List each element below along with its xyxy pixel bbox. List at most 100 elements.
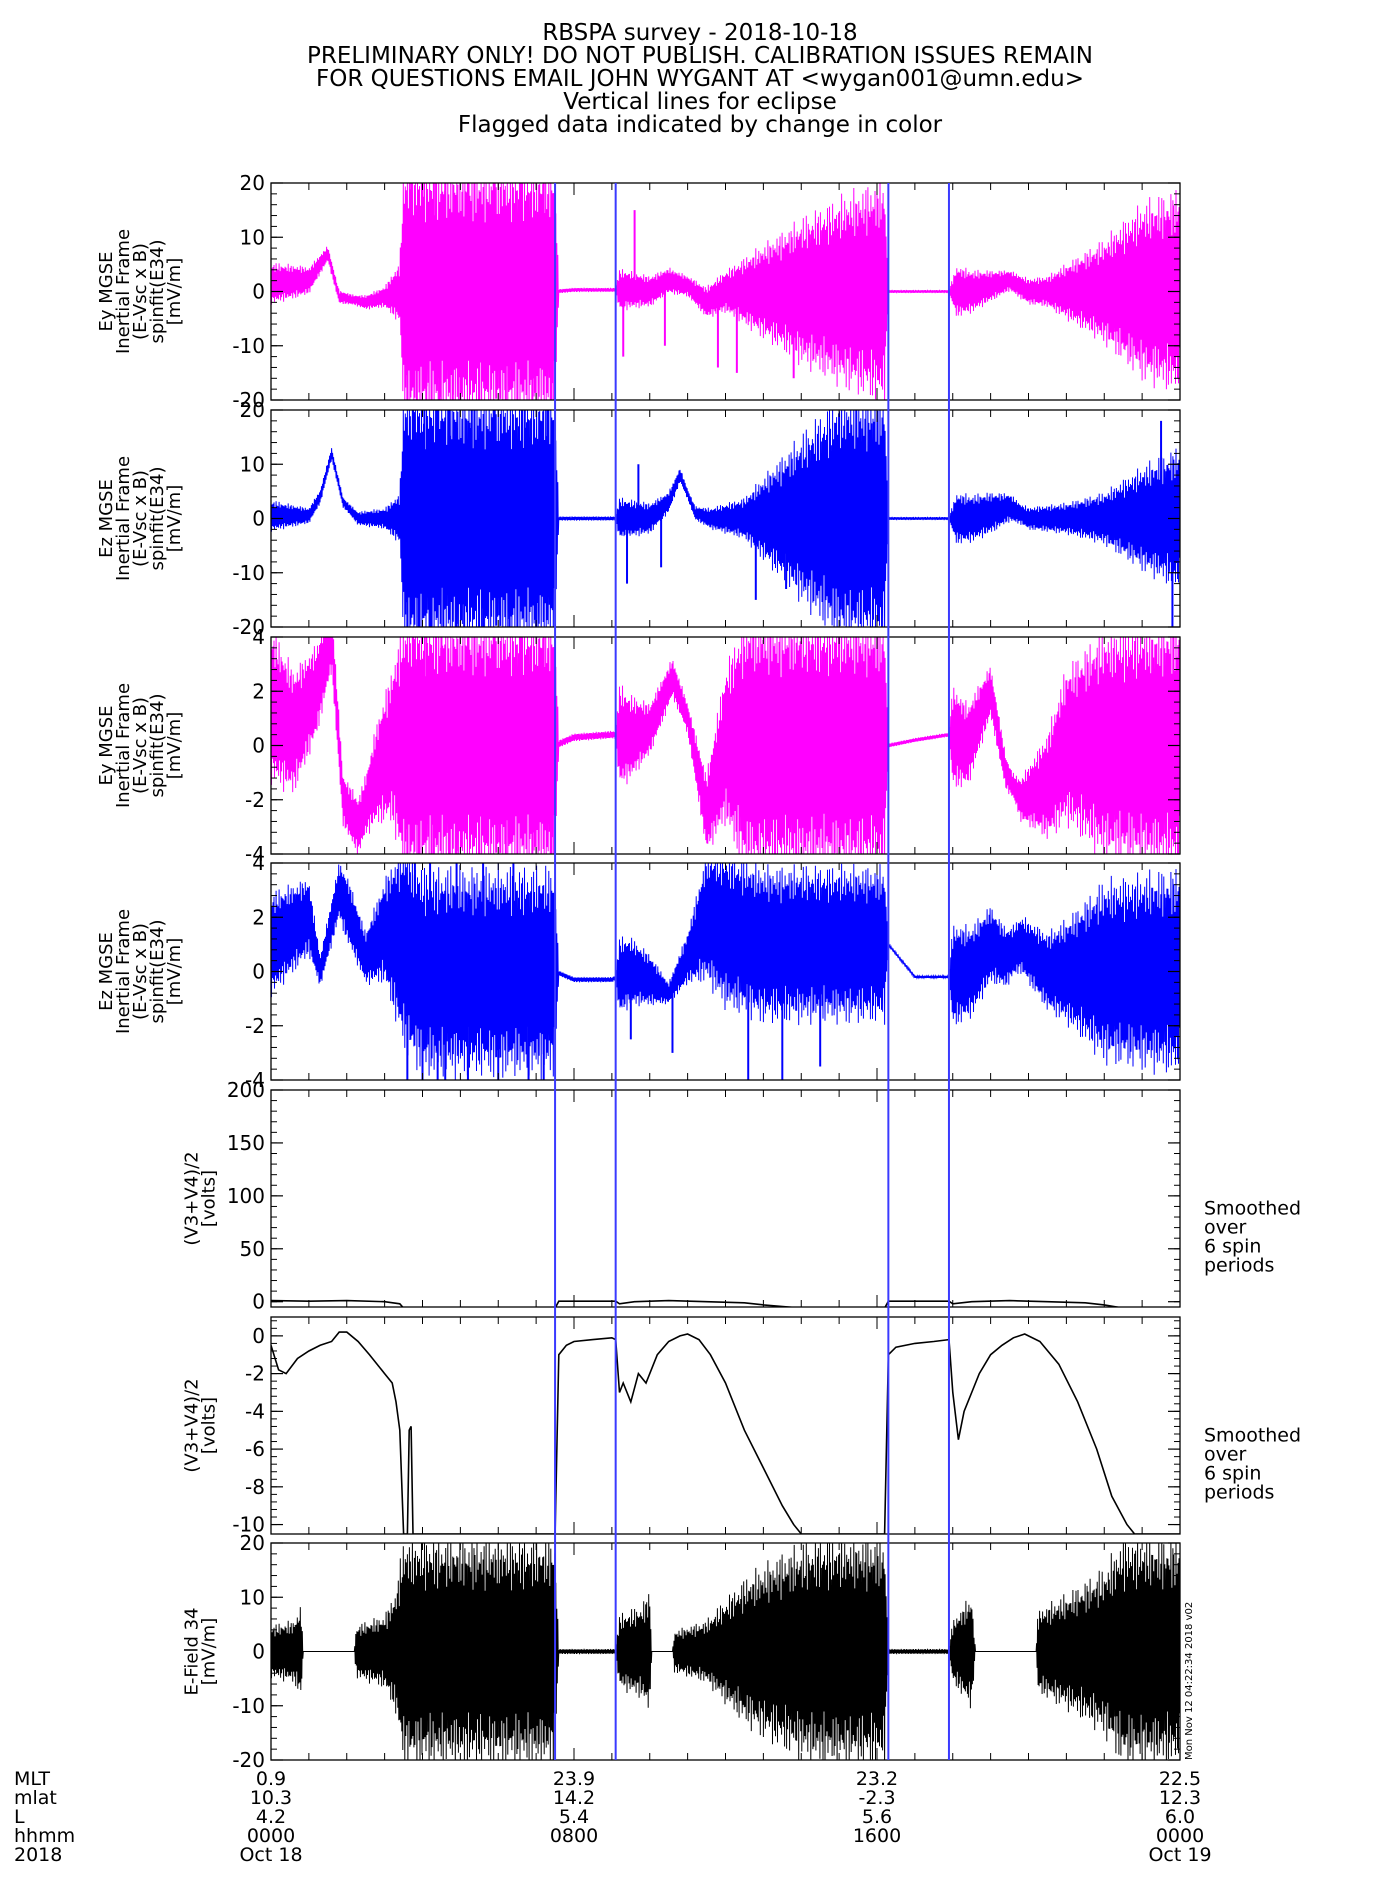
y-tick-label: 0: [252, 734, 265, 758]
title-line-2: PRELIMINARY ONLY! DO NOT PUBLISH. CALIBR…: [306, 43, 1093, 69]
series-trace: [271, 863, 1180, 1080]
y-axis-label-line: [mV/m]: [164, 258, 185, 326]
y-tick-label: 20: [240, 398, 265, 422]
y-axis-label-line: (E-Vsc x B): [130, 243, 151, 340]
y-tick-label: -6: [245, 1437, 265, 1461]
side-note-line: Smoothed: [1204, 1198, 1301, 1220]
side-note-line: Smoothed: [1204, 1425, 1301, 1447]
y-tick-label: -10: [232, 1513, 265, 1537]
y-axis-label-line: [mV/m]: [164, 485, 185, 553]
series-p5-0: [271, 1299, 1122, 1307]
y-axis-label-line: [mV/m]: [164, 712, 185, 780]
y-axis-label-line: E-Field 34: [182, 1607, 203, 1695]
y-tick-label: 0: [252, 1640, 265, 1664]
y-tick-label: 10: [240, 452, 265, 476]
y-axis-label-line: (E-Vsc x B): [130, 923, 151, 1020]
y-axis-label-line: Ez MGSE: [96, 932, 117, 1011]
series-p7-0: [271, 1543, 1180, 1760]
y-axis-label-line: [mV/m]: [164, 938, 185, 1006]
side-note-line: 6 spin: [1204, 1236, 1261, 1258]
y-tick-label: 200: [227, 1078, 265, 1102]
y-tick-label: -20: [232, 388, 265, 412]
y-axis-label-line: [mV/m]: [199, 1618, 220, 1686]
eclipse-lines: [554, 183, 950, 1760]
side-note-line: over: [1204, 1444, 1247, 1466]
y-tick-label: -2: [245, 1014, 265, 1038]
series-trace: [271, 410, 1180, 627]
series-p2-0: [271, 410, 1180, 627]
y-tick-label: 0: [252, 280, 265, 304]
version-stamp: Mon Nov 12 04:22:34 2018 v02: [1184, 1602, 1195, 1760]
title-line-4: Vertical lines for eclipse: [563, 89, 837, 115]
series-p1-0: [271, 183, 1180, 400]
y-axis-label-line: Inertial Frame: [113, 909, 134, 1034]
y-tick-label: 0: [252, 1290, 265, 1314]
side-note-line: periods: [1204, 1255, 1274, 1277]
y-axis-label-line: spinfit(E34): [147, 694, 168, 798]
y-tick-label: -2: [245, 1362, 265, 1386]
y-tick-label: -10: [232, 561, 265, 585]
y-tick-label: 4: [252, 625, 265, 649]
y-tick-label: -2: [245, 788, 265, 812]
y-axis-label-line: (E-Vsc x B): [130, 697, 151, 794]
y-tick-label: 50: [240, 1237, 265, 1261]
series-p4-0: [271, 863, 1180, 1080]
y-tick-label: -4: [245, 1399, 265, 1423]
y-axis-label-line: Ez MGSE: [96, 479, 117, 558]
y-axis-label-line: spinfit(E34): [147, 467, 168, 571]
y-tick-label: -10: [232, 334, 265, 358]
title-line-3: FOR QUESTIONS EMAIL JOHN WYGANT AT <wyga…: [315, 66, 1085, 92]
y-axis-label-line: spinfit(E34): [147, 920, 168, 1024]
side-note-line: over: [1204, 1217, 1247, 1239]
plot-frame: [270, 1089, 1181, 1308]
y-axis-label-line: Ey MGSE: [96, 705, 117, 785]
panel-p7: -20 -10 0 10 20 E-Field 34[mV/m] Mon Nov 12 04…: [182, 1531, 1196, 1772]
y-tick-label: 0: [252, 960, 265, 984]
title-line-5: Flagged data indicated by change in colo…: [457, 112, 943, 138]
y-tick-label: 2: [252, 905, 265, 929]
title-line-1: RBSPA survey - 2018-10-18: [542, 20, 858, 46]
series-p3-0: [271, 637, 1180, 854]
y-tick-label: -10: [232, 1694, 265, 1718]
y-axis-label-line: [volts]: [199, 1170, 220, 1227]
panel-p5: 0 50 100 150 200 (V3+V4)/2[volts] Smoothedover…: [182, 1078, 1302, 1314]
y-tick-label: 150: [227, 1131, 265, 1155]
y-axis-label-line: (E-Vsc x B): [130, 470, 151, 567]
y-tick-label: -8: [245, 1475, 265, 1499]
y-tick-label: -20: [232, 615, 265, 639]
series-trace: [271, 1543, 1180, 1760]
side-note-line: 6 spin: [1204, 1463, 1261, 1485]
y-tick-label: 10: [240, 225, 265, 249]
series-line: [271, 1299, 1122, 1307]
y-tick-label: 10: [240, 1585, 265, 1609]
y-axis-label-line: spinfit(E34): [147, 240, 168, 344]
y-tick-label: -4: [245, 842, 265, 866]
series-line: [271, 1331, 1180, 1534]
series-trace: [271, 637, 1180, 854]
y-tick-label: -4: [245, 1068, 265, 1092]
chart-header: RBSPA survey - 2018-10-18 PRELIMINARY ON…: [0, 22, 1400, 137]
y-tick-label: 20: [240, 171, 265, 195]
y-tick-label: -20: [232, 1748, 265, 1772]
y-tick-label: 20: [240, 1531, 265, 1555]
y-axis-label-line: Inertial Frame: [113, 229, 134, 354]
y-axis-label-line: [volts]: [199, 1397, 220, 1454]
y-axis-label-line: (V3+V4)/2: [182, 1151, 203, 1245]
y-tick-label: 100: [227, 1184, 265, 1208]
y-tick-label: 4: [252, 851, 265, 875]
y-axis-label-line: Inertial Frame: [113, 683, 134, 808]
y-axis-label-line: (V3+V4)/2: [182, 1378, 203, 1472]
y-axis-label-line: Inertial Frame: [113, 456, 134, 581]
y-tick-label: 0: [252, 1324, 265, 1348]
y-axis-label-line: Ey MGSE: [96, 251, 117, 331]
panel-p6: -10 -8 -6 -4 -2 0 (V3+V4)/2[volts] Smoothedover…: [182, 1316, 1301, 1537]
y-tick-label: 0: [252, 507, 265, 531]
y-tick-label: 2: [252, 679, 265, 703]
side-note-line: periods: [1204, 1482, 1274, 1504]
series-p6-0: [271, 1331, 1180, 1534]
